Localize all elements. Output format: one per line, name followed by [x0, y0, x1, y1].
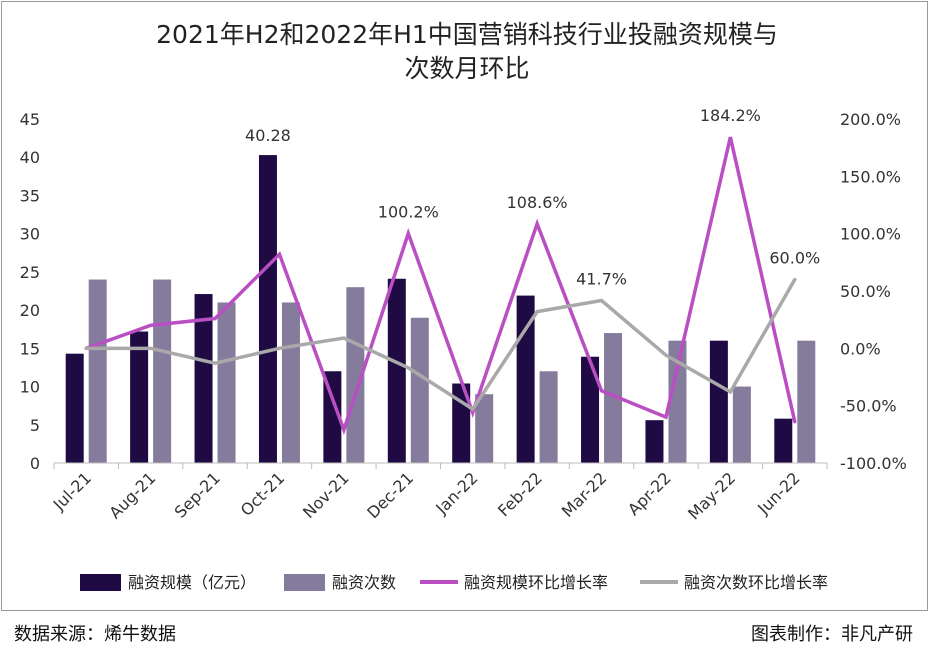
y-left-tick-label: 25	[20, 263, 40, 282]
y-right-tick-label: 0.0%	[840, 339, 881, 358]
legend-amount-swatch	[80, 574, 121, 591]
x-tick-label: May-22	[684, 468, 739, 523]
amount-bar	[323, 371, 342, 463]
x-tick-label: Dec-21	[363, 468, 417, 522]
amount-bar	[774, 418, 793, 463]
data-label: 108.6%	[507, 193, 568, 212]
y-left-tick-label: 30	[20, 225, 40, 244]
y-left-tick-label: 20	[20, 301, 40, 320]
y-right-tick-label: -100.0%	[840, 454, 907, 473]
y-right-tick-label: 150.0%	[840, 167, 901, 186]
amount-bar	[387, 278, 406, 463]
y-left-tick-label: 35	[20, 186, 40, 205]
count-bar	[153, 279, 172, 463]
y-right-tick-label: -50.0%	[840, 397, 897, 416]
legend-amount-label: 融资规模（亿元）	[128, 573, 256, 592]
chart-title-line1: 2021年H2和2022年H1中国营销科技行业投融资规模与	[156, 20, 778, 49]
count-bar	[217, 302, 236, 463]
chart-frame: 2021年H2和2022年H1中国营销科技行业投融资规模与 次数月环比 0 5 10…	[1, 1, 928, 611]
amount-bar	[581, 356, 600, 463]
y-left-tick-label: 40	[20, 148, 40, 167]
y-left-tick-label: 5	[30, 416, 40, 435]
count-bar	[604, 333, 623, 463]
count-bar	[88, 279, 107, 463]
count-bar	[797, 340, 816, 463]
x-tick-label: Aug-21	[105, 468, 159, 522]
y-left-tick-label: 10	[20, 378, 40, 397]
data-label: 100.2%	[378, 202, 439, 221]
legend-count-growth-label: 融资次数环比增长率	[684, 573, 828, 592]
y-right-tick-label: 100.0%	[840, 225, 901, 244]
chart-plot: 0 5 10 15 20 25 30 35 40 45 -100.0% -50.0% 0.0% 50.0%…	[20, 106, 907, 592]
count-bar	[281, 302, 300, 463]
x-tick-label: Jul-21	[49, 468, 95, 514]
x-tick-label: Nov-21	[299, 468, 353, 522]
data-label: 40.28	[245, 126, 291, 145]
amount-bar	[258, 155, 277, 463]
y-left-tick-label: 15	[20, 339, 40, 358]
chart-title-line2: 次数月环比	[404, 54, 530, 83]
amount-bar	[709, 340, 728, 463]
chart-credit-note: 图表制作：非凡产研	[751, 624, 913, 645]
count-bar	[668, 340, 687, 463]
data-label: 184.2%	[700, 106, 761, 125]
legend-count-label: 融资次数	[332, 573, 396, 592]
y-right-tick-label: 200.0%	[840, 110, 901, 129]
count-bar	[346, 287, 365, 463]
x-tick-label: Jun-22	[753, 468, 803, 518]
amount-bar	[194, 294, 213, 463]
count-bar	[732, 386, 751, 463]
x-tick-label: Apr-22	[624, 468, 675, 519]
y-right-tick-label: 50.0%	[840, 282, 891, 301]
x-tick-label: Mar-22	[558, 468, 611, 521]
x-tick-label: Sep-21	[171, 468, 224, 521]
count-bar	[475, 394, 494, 463]
data-source-note: 数据来源：烯牛数据	[14, 624, 176, 645]
count-growth-line	[84, 277, 797, 412]
x-tick-label: Oct-21	[237, 468, 288, 519]
amount-bar	[65, 353, 84, 463]
data-label: 60.0%	[769, 249, 820, 268]
amount-growth-line	[84, 136, 797, 436]
x-tick-label: Jan-22	[431, 468, 481, 518]
x-tick-label: Feb-22	[494, 468, 546, 520]
count-bar	[539, 371, 558, 463]
legend-amount-growth-label: 融资规模环比增长率	[464, 573, 608, 592]
amount-bar	[645, 420, 664, 463]
y-left-tick-label: 45	[20, 110, 40, 129]
count-bar	[410, 317, 429, 463]
legend-count-swatch	[284, 574, 325, 591]
amount-bar	[130, 331, 149, 463]
data-label: 41.7%	[576, 270, 627, 289]
y-left-tick-label: 0	[30, 454, 40, 473]
